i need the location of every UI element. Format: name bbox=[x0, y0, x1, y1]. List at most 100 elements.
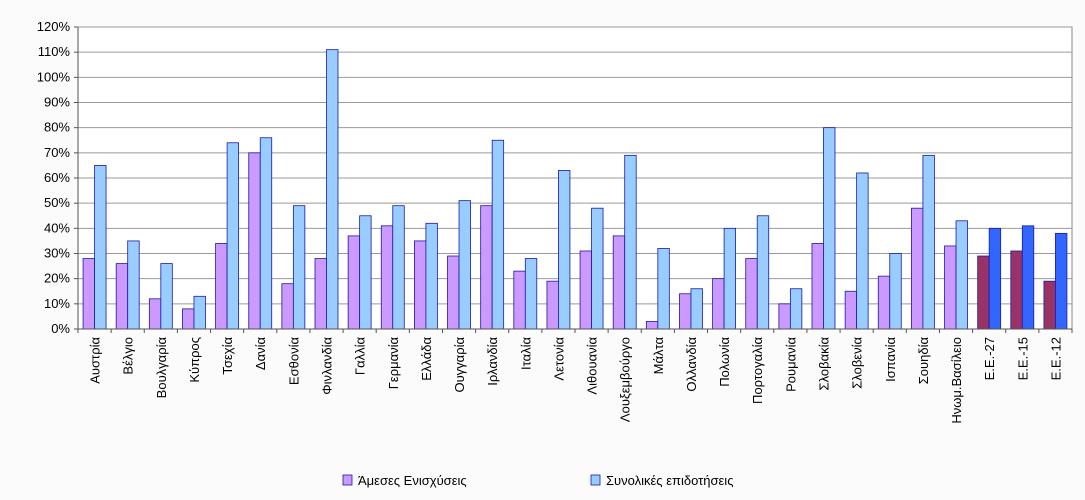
x-tick-label: Ηνωμ.Βασίλειο bbox=[949, 337, 964, 424]
bar bbox=[1043, 280, 1056, 330]
bar bbox=[911, 207, 924, 330]
x-tick-label: Τσεχία bbox=[220, 337, 235, 375]
bar bbox=[944, 245, 957, 330]
bar bbox=[889, 253, 902, 330]
bar bbox=[558, 170, 571, 330]
bar bbox=[679, 293, 692, 330]
y-tick-label: 30% bbox=[44, 246, 70, 261]
bar bbox=[248, 152, 261, 330]
bar bbox=[1010, 250, 1023, 330]
bar bbox=[723, 227, 736, 330]
x-tick-label: Ε.Ε.-15 bbox=[1015, 337, 1030, 380]
x-tick-label: Σλοβακία bbox=[817, 337, 832, 391]
bar bbox=[524, 258, 538, 330]
x-tick-label: Λουξεμβούργο bbox=[618, 337, 633, 422]
bar bbox=[690, 288, 703, 330]
y-tick-label: 70% bbox=[44, 145, 70, 160]
x-tick-label: Ελλάδα bbox=[419, 337, 434, 381]
x-tick-label: Ολλανδία bbox=[684, 337, 699, 392]
y-tick-label: 0% bbox=[51, 321, 70, 336]
y-tick-label: 60% bbox=[44, 170, 70, 185]
bar bbox=[823, 127, 836, 330]
bar bbox=[789, 288, 803, 330]
x-tick-label: Ιρλανδία bbox=[485, 337, 500, 386]
x-tick-label: Λετονία bbox=[551, 337, 566, 381]
bar bbox=[82, 258, 95, 330]
bars bbox=[82, 49, 1068, 330]
x-tick-label: Ουγγαρία bbox=[452, 337, 467, 393]
bar bbox=[347, 235, 361, 330]
bar bbox=[811, 243, 824, 330]
y-tick-label: 40% bbox=[44, 220, 70, 235]
bar bbox=[127, 240, 140, 330]
legend-label: Άμεσες Ενισχύσεις bbox=[358, 473, 467, 488]
x-tick-label: Μάλτα bbox=[651, 337, 666, 375]
bar bbox=[624, 154, 637, 330]
bar bbox=[281, 283, 294, 330]
bar bbox=[359, 215, 372, 330]
bar bbox=[413, 240, 427, 330]
bar bbox=[877, 275, 891, 330]
bar bbox=[314, 258, 327, 330]
bar bbox=[425, 222, 438, 330]
bar bbox=[922, 154, 935, 330]
x-tick-label: Σουηδία bbox=[916, 337, 931, 385]
bar bbox=[856, 172, 869, 330]
bar bbox=[292, 205, 306, 330]
x-tick-label: Ε.Ε.-12 bbox=[1048, 337, 1063, 380]
bar bbox=[657, 248, 670, 330]
bar bbox=[778, 303, 791, 330]
bar bbox=[955, 220, 968, 330]
x-tick-label: Ε.Ε.-27 bbox=[982, 337, 997, 380]
x-tick-label: Πολωνία bbox=[717, 337, 732, 387]
bar bbox=[94, 165, 107, 330]
legend-swatch bbox=[590, 474, 601, 486]
x-tick-label: Βουλγαρία bbox=[154, 337, 169, 399]
x-tick-label: Ρουμανία bbox=[783, 337, 798, 392]
bar bbox=[326, 49, 339, 330]
x-tick-label: Πορτογαλία bbox=[750, 337, 765, 404]
bar bbox=[844, 290, 858, 330]
x-tick-label: Γερμανία bbox=[386, 337, 401, 390]
bar bbox=[977, 255, 990, 330]
legend-swatch bbox=[342, 474, 353, 486]
bar bbox=[645, 321, 659, 330]
y-tick-label: 100% bbox=[37, 69, 71, 84]
y-tick-label: 10% bbox=[44, 296, 70, 311]
y-tick-label: 90% bbox=[44, 95, 70, 110]
bar bbox=[612, 235, 626, 330]
y-tick-label: 110% bbox=[38, 44, 71, 59]
bar bbox=[546, 280, 559, 330]
bar bbox=[148, 298, 162, 330]
y-axis: 0% 10% 20% 30% 40% 50% 60% 70% 80% 90% 100% 110% 120… bbox=[37, 19, 79, 336]
gridlines bbox=[77, 26, 1073, 330]
bar bbox=[1021, 225, 1035, 330]
x-tick-label: Ιταλία bbox=[518, 337, 533, 370]
bar bbox=[447, 255, 460, 330]
bar bbox=[182, 308, 195, 330]
x-tick-label: Δανία bbox=[253, 337, 268, 371]
bar bbox=[756, 215, 770, 330]
y-tick-label: 50% bbox=[44, 195, 70, 210]
bar bbox=[988, 227, 1002, 330]
x-tick-label: Σλοβενία bbox=[850, 337, 865, 389]
y-tick-label: 120% bbox=[37, 19, 71, 34]
bar bbox=[160, 263, 173, 330]
bar bbox=[712, 278, 725, 330]
bar bbox=[226, 142, 240, 330]
x-tick-label: Λιθουανία bbox=[585, 337, 600, 395]
bar bbox=[480, 205, 493, 330]
x-tick-label: Ισπανία bbox=[883, 337, 898, 382]
bar bbox=[215, 243, 228, 330]
bar bbox=[193, 295, 206, 330]
bar bbox=[513, 270, 526, 330]
bar bbox=[115, 263, 129, 330]
x-tick-label: Φινλανδία bbox=[320, 337, 335, 395]
bar bbox=[259, 137, 273, 330]
x-tick-label: Εσθονία bbox=[286, 337, 301, 386]
bar bbox=[591, 207, 604, 330]
bar bbox=[392, 205, 405, 330]
x-tick-label: Αυστρία bbox=[88, 337, 103, 384]
